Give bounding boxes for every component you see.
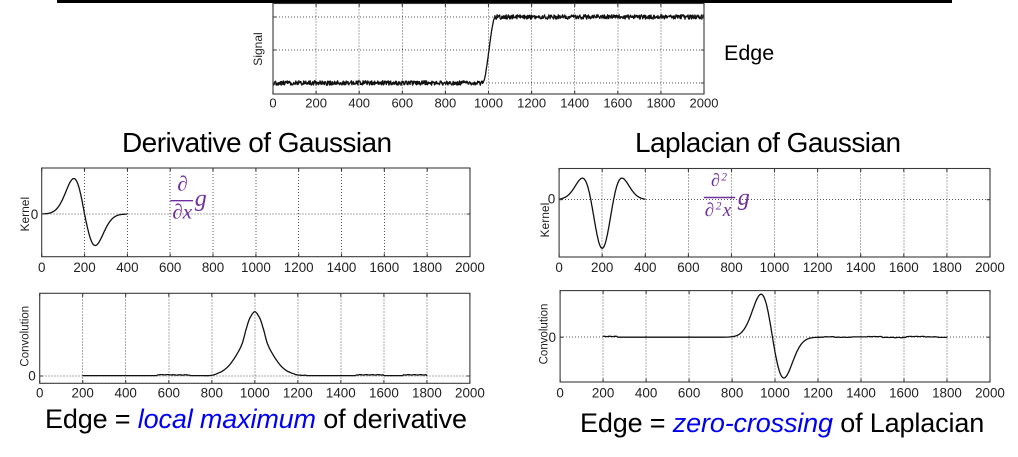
svg-text:1800: 1800 bbox=[646, 96, 675, 111]
svg-text:1000: 1000 bbox=[474, 96, 503, 111]
svg-text:∂: ∂ bbox=[705, 200, 714, 221]
svg-text:∂: ∂ bbox=[711, 170, 720, 190]
svg-text:600: 600 bbox=[678, 385, 700, 400]
svg-text:∂: ∂ bbox=[177, 172, 187, 196]
svg-text:∂x: ∂x bbox=[172, 200, 192, 224]
svg-text:200: 200 bbox=[592, 385, 614, 400]
svg-text:0: 0 bbox=[28, 368, 36, 383]
svg-text:1000: 1000 bbox=[240, 385, 270, 400]
svg-text:1200: 1200 bbox=[283, 385, 313, 400]
svg-text:Kernel: Kernel bbox=[538, 203, 552, 238]
svg-text:800: 800 bbox=[201, 385, 223, 400]
svg-text:0: 0 bbox=[38, 260, 45, 275]
svg-text:800: 800 bbox=[721, 385, 743, 400]
svg-text:200: 200 bbox=[73, 260, 95, 275]
svg-text:Kernel: Kernel bbox=[18, 197, 32, 232]
svg-text:1400: 1400 bbox=[846, 260, 876, 275]
svg-text:400: 400 bbox=[115, 385, 137, 400]
svg-text:Convolution: Convolution bbox=[19, 306, 31, 367]
svg-text:0: 0 bbox=[548, 192, 556, 207]
svg-text:1000: 1000 bbox=[760, 385, 790, 400]
svg-text:1000: 1000 bbox=[760, 260, 790, 275]
svg-text:1600: 1600 bbox=[603, 96, 632, 111]
svg-text:600: 600 bbox=[391, 96, 413, 111]
svg-text:0: 0 bbox=[269, 96, 276, 111]
svg-text:1200: 1200 bbox=[284, 260, 314, 275]
svg-text:1400: 1400 bbox=[846, 385, 876, 400]
svg-text:1000: 1000 bbox=[241, 260, 271, 275]
svg-text:0: 0 bbox=[548, 330, 556, 345]
svg-text:200: 200 bbox=[591, 260, 613, 275]
svg-text:1400: 1400 bbox=[326, 385, 356, 400]
svg-text:Signal: Signal bbox=[251, 32, 265, 65]
svg-text:200: 200 bbox=[305, 96, 327, 111]
svg-text:400: 400 bbox=[634, 260, 656, 275]
svg-text:0: 0 bbox=[31, 207, 39, 222]
svg-text:1600: 1600 bbox=[369, 385, 399, 400]
svg-text:1800: 1800 bbox=[412, 260, 442, 275]
svg-text:Convolution: Convolution bbox=[539, 304, 551, 365]
svg-text:1200: 1200 bbox=[803, 385, 833, 400]
svg-text:1400: 1400 bbox=[560, 96, 589, 111]
svg-text:x: x bbox=[722, 200, 732, 221]
svg-text:1600: 1600 bbox=[889, 385, 919, 400]
svg-text:600: 600 bbox=[158, 385, 180, 400]
svg-text:2000: 2000 bbox=[455, 260, 485, 275]
svg-text:g: g bbox=[195, 186, 207, 212]
svg-text:400: 400 bbox=[635, 385, 657, 400]
svg-text:1600: 1600 bbox=[369, 260, 399, 275]
svg-text:2000: 2000 bbox=[975, 260, 1005, 275]
svg-text:800: 800 bbox=[202, 260, 224, 275]
svg-text:1800: 1800 bbox=[932, 385, 962, 400]
svg-text:1200: 1200 bbox=[517, 96, 546, 111]
svg-text:2: 2 bbox=[721, 172, 727, 184]
svg-text:200: 200 bbox=[72, 385, 94, 400]
svg-text:800: 800 bbox=[435, 96, 457, 111]
svg-text:400: 400 bbox=[348, 96, 370, 111]
svg-text:600: 600 bbox=[677, 260, 699, 275]
svg-text:800: 800 bbox=[720, 260, 742, 275]
svg-text:2000: 2000 bbox=[975, 385, 1005, 400]
svg-text:1800: 1800 bbox=[412, 385, 442, 400]
svg-text:0: 0 bbox=[36, 385, 43, 400]
svg-text:0: 0 bbox=[556, 385, 563, 400]
svg-text:1600: 1600 bbox=[889, 260, 919, 275]
svg-text:2000: 2000 bbox=[690, 96, 719, 111]
svg-text:1800: 1800 bbox=[932, 260, 962, 275]
svg-text:400: 400 bbox=[116, 260, 138, 275]
svg-text:600: 600 bbox=[159, 260, 181, 275]
svg-text:g: g bbox=[738, 185, 750, 211]
svg-text:2000: 2000 bbox=[455, 385, 485, 400]
svg-text:0: 0 bbox=[555, 260, 562, 275]
svg-text:1400: 1400 bbox=[327, 260, 357, 275]
svg-text:2: 2 bbox=[716, 201, 722, 213]
svg-text:1200: 1200 bbox=[803, 260, 833, 275]
